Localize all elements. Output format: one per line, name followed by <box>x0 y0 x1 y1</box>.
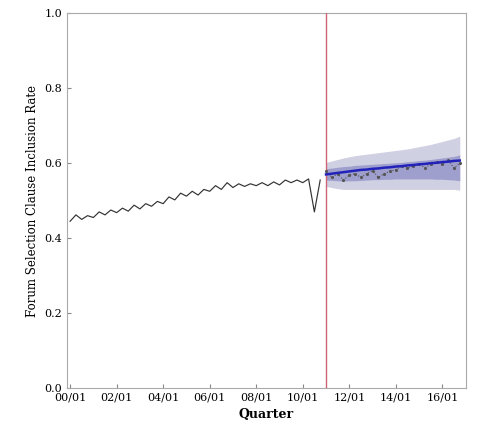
X-axis label: Quarter: Quarter <box>239 408 294 422</box>
Y-axis label: Forum Selection Clause Inclusion Rate: Forum Selection Clause Inclusion Rate <box>26 85 39 317</box>
